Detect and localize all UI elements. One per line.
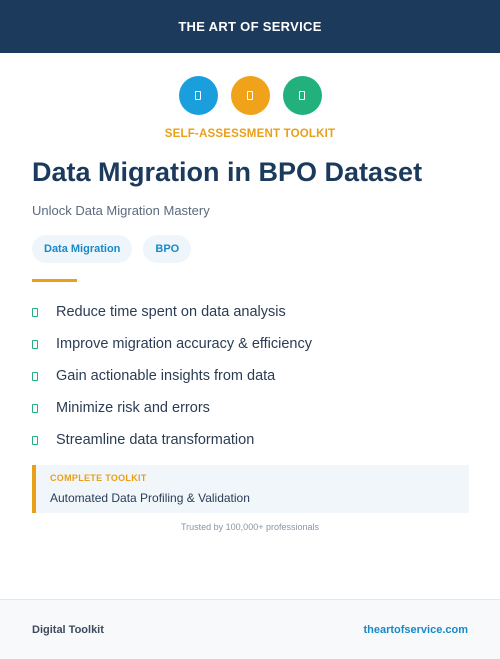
feature-item: Gain actionable insights from data <box>32 360 312 392</box>
tag-bpo: BPO <box>143 235 192 263</box>
box-icon <box>32 435 38 445</box>
header-bar: THE ART OF SERVICE <box>0 0 500 53</box>
box-icon <box>32 307 38 317</box>
subtitle: Unlock Data Migration Mastery <box>32 203 210 218</box>
feature-text: Gain actionable insights from data <box>56 368 276 384</box>
box-icon <box>247 91 253 100</box>
brand-title: THE ART OF SERVICE <box>178 19 322 34</box>
tag-list: Data Migration BPO <box>32 235 192 263</box>
feature-list: Reduce time spent on data analysis Impro… <box>32 296 312 456</box>
toolkit-callout: COMPLETE TOOLKIT Automated Data Profilin… <box>32 465 469 513</box>
icon-circle-green <box>282 76 322 115</box>
callout-text: Automated Data Profiling & Validation <box>50 491 250 505</box>
footer-bar: Digital Toolkit theartofservice.com <box>0 599 500 659</box>
icon-row <box>0 76 500 115</box>
footer-label: Digital Toolkit <box>32 623 104 636</box>
website-link[interactable]: theartofservice.com <box>363 623 468 636</box>
feature-item: Minimize risk and errors <box>32 392 312 424</box>
feature-text: Improve migration accuracy & efficiency <box>56 336 313 352</box>
icon-circle-blue <box>178 76 218 115</box>
feature-text: Reduce time spent on data analysis <box>56 304 286 320</box>
kicker-label: SELF-ASSESSMENT TOOLKIT <box>164 128 336 140</box>
box-icon <box>32 371 38 381</box>
box-icon <box>32 339 38 349</box>
feature-text: Minimize risk and errors <box>56 400 210 416</box>
feature-item: Improve migration accuracy & efficiency <box>32 328 312 360</box>
feature-item: Streamline data transformation <box>32 424 312 456</box>
callout-label: COMPLETE TOOLKIT <box>50 473 147 483</box>
box-icon <box>299 91 305 100</box>
tag-data-migration: Data Migration <box>32 235 133 263</box>
accent-divider <box>32 279 77 282</box>
page-title: Data Migration in BPO Dataset <box>32 157 423 187</box>
trusted-note: Trusted by 100,000+ professionals <box>180 522 319 532</box>
box-icon <box>32 403 38 413</box>
feature-text: Streamline data transformation <box>56 432 255 448</box>
feature-item: Reduce time spent on data analysis <box>32 296 312 328</box>
icon-circle-orange <box>230 76 270 115</box>
box-icon <box>195 91 201 100</box>
